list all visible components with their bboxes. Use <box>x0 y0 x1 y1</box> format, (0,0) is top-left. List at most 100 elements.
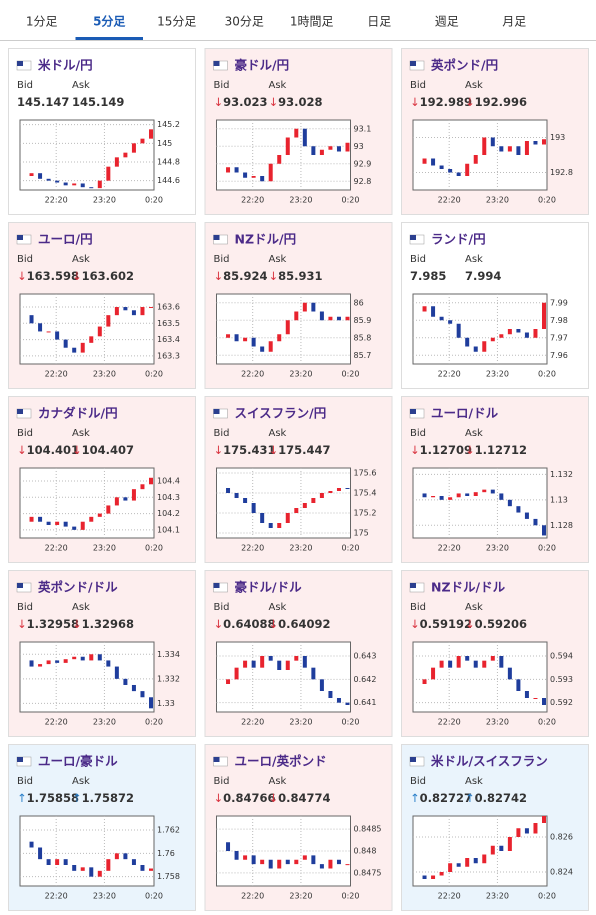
tab[interactable]: 5分足 <box>93 14 125 29</box>
price-bid: ↓85.924 <box>214 269 268 283</box>
candle <box>490 337 495 342</box>
pair-name[interactable]: ユーロ/ドル <box>431 406 499 421</box>
price-ask: ↓1.12712 <box>465 443 527 457</box>
candle <box>302 855 307 860</box>
candle <box>456 493 461 498</box>
candle <box>140 307 145 316</box>
tab[interactable]: 15分足 <box>157 15 196 29</box>
tab-underline <box>75 37 143 40</box>
pair-name[interactable]: NZドル/ドル <box>431 580 506 595</box>
candle <box>55 521 60 525</box>
candle <box>46 859 51 865</box>
candle <box>72 347 77 353</box>
x-tick-label: 0:20 <box>342 718 360 727</box>
candle <box>473 155 478 164</box>
candle <box>516 506 521 513</box>
tab[interactable]: 30分足 <box>225 15 264 29</box>
candle <box>319 493 324 498</box>
candle <box>97 326 102 337</box>
bid-label: Bid <box>214 428 230 439</box>
bid-label: Bid <box>214 80 230 91</box>
pair-name[interactable]: ユーロ/円 <box>38 232 93 247</box>
pair-name[interactable]: ユーロ/英ポンド <box>235 754 327 769</box>
trend-arrow: ↓ <box>269 95 279 109</box>
candle <box>80 342 85 353</box>
y-tick-label: 1.132 <box>550 470 573 479</box>
candle <box>507 667 512 680</box>
price-value: 0.84774 <box>278 791 330 805</box>
candle <box>533 698 538 699</box>
trend-arrow: ↓ <box>269 269 279 283</box>
candle <box>268 163 273 182</box>
trend-arrow: ↓ <box>214 443 224 457</box>
pair-name[interactable]: 英ポンド/ドル <box>38 580 118 595</box>
pair-name[interactable]: 英ポンド/円 <box>431 58 498 73</box>
pair-name[interactable]: ユーロ/豪ドル <box>38 754 118 769</box>
tab[interactable]: 週足 <box>435 15 459 29</box>
pair-name[interactable]: カナダドル/円 <box>38 406 118 421</box>
x-tick-label: 0:20 <box>538 196 556 205</box>
price-value: 163.598 <box>27 269 79 283</box>
candle <box>336 146 341 152</box>
candle <box>524 512 529 519</box>
trend-arrow: ↓ <box>214 95 224 109</box>
pair-name[interactable]: スイスフラン/円 <box>235 406 327 421</box>
pair-name[interactable]: 豪ドル/ドル <box>235 580 303 595</box>
candle <box>456 656 461 668</box>
price-value: 93.023 <box>223 95 267 109</box>
pair-name[interactable]: ランド/円 <box>431 232 486 247</box>
tab[interactable]: 月足 <box>502 15 526 29</box>
tab[interactable]: 1時間足 <box>290 15 334 29</box>
price-value: 1.32958 <box>27 617 79 631</box>
candle <box>55 859 60 865</box>
price-ask: ↑0.82742 <box>465 791 527 805</box>
pair-name[interactable]: NZドル/円 <box>235 232 297 247</box>
price-value: 0.84766 <box>223 791 275 805</box>
pair-name[interactable]: 米ドル/スイスフラン <box>430 754 548 769</box>
candle <box>63 339 68 348</box>
candle <box>533 329 538 338</box>
candle <box>328 691 333 698</box>
pair-name[interactable]: 米ドル/円 <box>37 58 93 73</box>
candle <box>114 157 119 167</box>
price-value: 1.75872 <box>82 791 134 805</box>
trend-arrow: ↓ <box>410 95 420 109</box>
candle <box>80 656 85 661</box>
candle <box>140 865 145 871</box>
y-tick-label: 93.1 <box>354 124 372 133</box>
bid-label: Bid <box>410 602 426 613</box>
candle <box>448 169 453 173</box>
chart-area <box>19 641 155 713</box>
candle <box>328 491 333 493</box>
candle <box>226 167 231 173</box>
tab[interactable]: 1分足 <box>26 15 58 29</box>
candle <box>328 316 333 321</box>
candle <box>243 337 248 342</box>
candle <box>72 183 77 186</box>
ask-label: Ask <box>72 428 90 439</box>
candle <box>345 702 350 705</box>
x-tick-label: 22:20 <box>241 370 264 379</box>
price-value: 145.147 <box>17 95 69 109</box>
candle <box>260 176 265 182</box>
price-ask: ↓0.84774 <box>269 791 331 805</box>
x-tick-label: 0:20 <box>538 544 556 553</box>
candle <box>499 334 504 338</box>
candle <box>302 128 307 147</box>
flag-part <box>410 235 416 240</box>
candle <box>114 853 119 860</box>
candle <box>97 654 102 661</box>
chart-area <box>412 293 548 365</box>
candle <box>106 315 111 327</box>
candle <box>131 859 136 865</box>
tab[interactable]: 日足 <box>367 15 391 29</box>
flag-part <box>213 61 220 66</box>
price-value: 7.985 <box>410 269 446 283</box>
candle <box>29 516 34 522</box>
ask-label: Ask <box>465 428 483 439</box>
pair-name[interactable]: 豪ドル/円 <box>235 58 290 73</box>
candle <box>89 187 94 189</box>
candle <box>422 493 427 498</box>
bid-label: Bid <box>17 602 33 613</box>
